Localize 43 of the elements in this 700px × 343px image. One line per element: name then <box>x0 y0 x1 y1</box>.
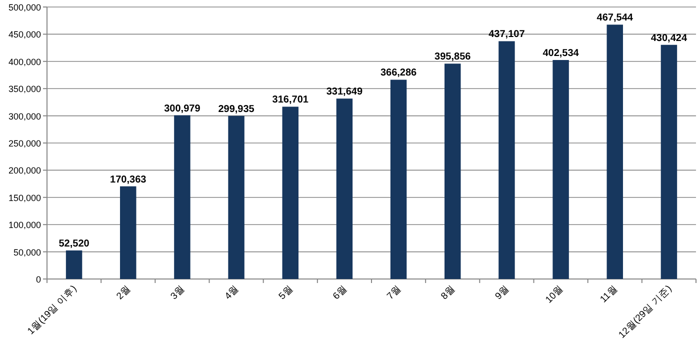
bar <box>498 41 515 279</box>
x-tick-label: 7월 <box>385 283 404 302</box>
data-label: 467,544 <box>596 12 634 24</box>
data-label: 331,649 <box>326 86 363 98</box>
data-label: 402,534 <box>542 48 580 60</box>
y-tick-label: 300,000 <box>8 111 41 122</box>
bar <box>336 98 353 279</box>
bar <box>228 116 244 279</box>
data-label: 52,520 <box>58 238 90 250</box>
bar <box>282 106 298 279</box>
y-tick-label: 0 <box>36 274 41 284</box>
y-tick-label: 400,000 <box>8 56 41 67</box>
y-tick-label: 350,000 <box>8 84 41 94</box>
y-tick-label: 150,000 <box>8 192 41 203</box>
y-tick-label: 200,000 <box>8 166 41 176</box>
data-label: 300,979 <box>164 103 201 114</box>
bar <box>606 24 623 279</box>
data-label: 437,107 <box>488 29 526 40</box>
x-tick-label: 6월 <box>330 283 350 302</box>
x-tick-label: 9월 <box>493 283 512 302</box>
x-tick-label: 3월 <box>168 283 188 302</box>
y-tick-label: 50,000 <box>13 247 41 258</box>
data-label: 366,286 <box>380 68 418 79</box>
y-tick-label: 450,000 <box>8 30 41 40</box>
y-tick-label: 250,000 <box>8 138 41 148</box>
bar <box>444 64 461 279</box>
x-tick-label: 2월 <box>114 283 134 302</box>
data-label: 316,701 <box>272 94 309 106</box>
x-tick-label: 5월 <box>276 283 296 302</box>
data-label: 299,935 <box>218 104 255 115</box>
y-tick-label: 500,000 <box>8 2 41 12</box>
bar <box>174 115 190 279</box>
y-tick-label: 100,000 <box>8 220 41 230</box>
bar <box>660 44 678 279</box>
x-tick-label: 8월 <box>439 283 458 302</box>
bar <box>390 80 407 279</box>
x-tick-label: 4월 <box>222 283 242 302</box>
data-label: 395,856 <box>434 52 472 63</box>
bar <box>120 186 136 279</box>
bar <box>552 60 569 279</box>
bar <box>66 250 82 279</box>
data-label: 430,424 <box>650 32 688 44</box>
data-label: 170,363 <box>110 174 147 186</box>
